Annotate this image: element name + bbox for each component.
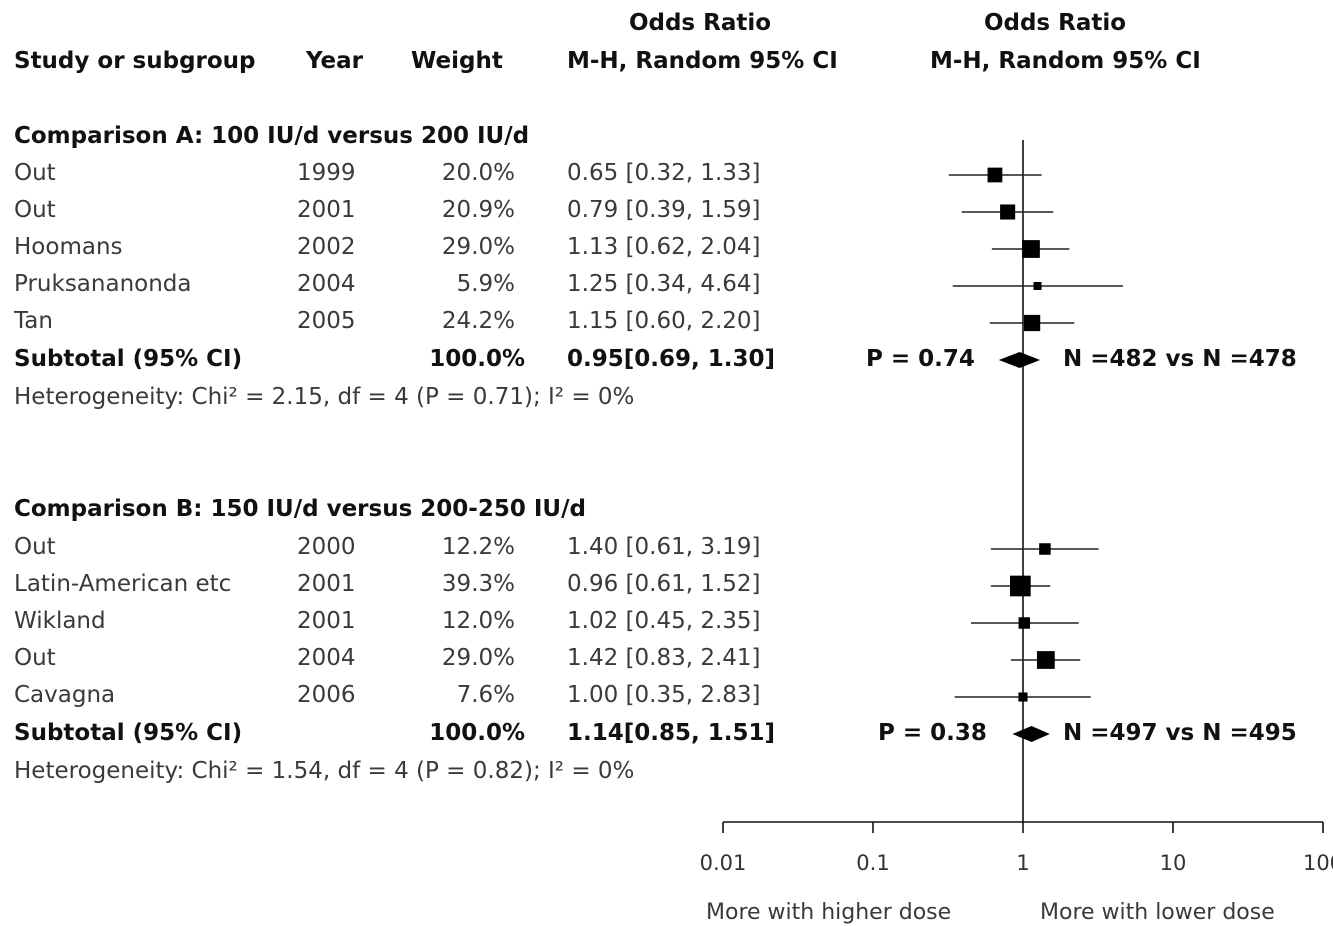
study-name: Out: [14, 160, 56, 186]
study-point-estimate: [1000, 204, 1016, 220]
subtotal-weight: 100.0%: [429, 720, 525, 746]
footer-right-label: More with lower dose: [1040, 900, 1275, 925]
subtotal-sample-size: N =497 vs N =495: [1063, 720, 1297, 746]
study-weight: 39.3%: [441, 571, 515, 597]
study-weight: 24.2%: [441, 308, 515, 334]
subtotal-sample-size: N =482 vs N =478: [1063, 346, 1297, 372]
study-ci: 1.15 [0.60, 2.20]: [567, 308, 761, 334]
study-name: Tan: [14, 308, 53, 334]
heterogeneity-text: Heterogeneity: Chi² = 1.54, df = 4 (P = …: [14, 758, 635, 784]
study-point-estimate: [1018, 692, 1028, 702]
study-name: Out: [14, 645, 56, 671]
subtotal-label: Subtotal (95% CI): [14, 346, 243, 372]
study-point-estimate: [1039, 543, 1051, 555]
or-column-title-plot: Odds Ratio: [983, 10, 1127, 36]
study-weight: 29.0%: [441, 645, 515, 671]
study-year: 1999: [297, 160, 356, 186]
study-name: Latin-American etc: [14, 571, 232, 597]
x-tick-label: 0.01: [700, 851, 747, 875]
subtotal-diamond: [1012, 726, 1050, 742]
subtotal-weight: 100.0%: [429, 346, 525, 372]
study-name: Out: [14, 197, 56, 223]
study-ci: 0.65 [0.32, 1.33]: [567, 160, 761, 186]
x-tick-label: 0.1: [856, 851, 889, 875]
study-weight: 7.6%: [456, 682, 515, 708]
subtotal-p-value: P = 0.38: [878, 720, 987, 746]
study-weight: 5.9%: [456, 271, 515, 297]
subtotal-p-value: P = 0.74: [866, 346, 975, 372]
x-tick-label: 100: [1303, 851, 1333, 875]
study-ci: 1.13 [0.62, 2.04]: [567, 234, 761, 260]
weight-column-header: Weight: [411, 48, 503, 74]
study-point-estimate: [1018, 617, 1031, 629]
study-name: Hoomans: [14, 234, 123, 260]
study-weight: 12.0%: [441, 608, 515, 634]
study-point-estimate: [1023, 314, 1041, 332]
x-tick-label: 10: [1160, 851, 1187, 875]
study-point-estimate: [987, 167, 1003, 183]
footer-left-label: More with higher dose: [706, 900, 952, 925]
study-weight: 20.9%: [441, 197, 515, 223]
study-name: Cavagna: [14, 682, 116, 708]
heterogeneity-text: Heterogeneity: Chi² = 2.15, df = 4 (P = …: [14, 384, 635, 410]
group-a-title: Comparison A: 100 IU/d versus 200 IU/d: [14, 123, 530, 149]
subtotal-label: Subtotal (95% CI): [14, 720, 243, 746]
study-ci: 0.79 [0.39, 1.59]: [567, 197, 761, 223]
or-column-subheader-text: M-H, Random 95% CI: [567, 48, 838, 74]
subtotal-ci: 1.14[0.85, 1.51]: [567, 720, 776, 746]
subtotal-ci: 0.95[0.69, 1.30]: [567, 346, 776, 372]
study-ci: 1.00 [0.35, 2.83]: [567, 682, 761, 708]
group-b-title: Comparison B: 150 IU/d versus 200-250 IU…: [14, 496, 586, 522]
study-name: Wikland: [14, 608, 106, 634]
study-ci: 1.25 [0.34, 4.64]: [567, 271, 761, 297]
year-column-header: Year: [306, 48, 364, 74]
study-ci: 0.96 [0.61, 1.52]: [567, 571, 761, 597]
study-point-estimate: [1022, 240, 1040, 258]
or-column-subheader-plot: M-H, Random 95% CI: [930, 48, 1201, 74]
study-weight: 20.0%: [441, 160, 515, 186]
study-year: 2006: [297, 682, 356, 708]
study-year: 2004: [297, 271, 356, 297]
study-point-estimate: [1036, 651, 1055, 669]
subtotal-diamond: [998, 352, 1041, 368]
study-ci: 1.02 [0.45, 2.35]: [567, 608, 761, 634]
study-weight: 12.2%: [441, 534, 515, 560]
or-column-title-text: Odds Ratio: [628, 10, 772, 36]
study-name: Pruksananonda: [14, 271, 192, 297]
study-year: 2001: [297, 197, 356, 223]
study-year: 2001: [297, 608, 356, 634]
study-point-estimate: [1009, 575, 1031, 597]
study-year: 2002: [297, 234, 356, 260]
study-year: 2000: [297, 534, 356, 560]
study-year: 2001: [297, 571, 356, 597]
study-ci: 1.42 [0.83, 2.41]: [567, 645, 761, 671]
study-ci: 1.40 [0.61, 3.19]: [567, 534, 761, 560]
study-column-header: Study or subgroup: [14, 48, 256, 74]
study-name: Out: [14, 534, 56, 560]
study-point-estimate: [1033, 281, 1042, 291]
study-year: 2005: [297, 308, 356, 334]
study-year: 2004: [297, 645, 356, 671]
x-tick-label: 1: [1016, 851, 1029, 875]
study-weight: 29.0%: [441, 234, 515, 260]
